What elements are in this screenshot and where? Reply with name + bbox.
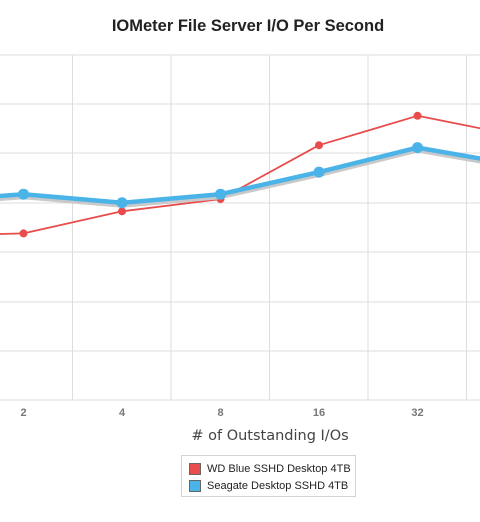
legend-label-seagate: Seagate Desktop SSHD 4TB [207, 479, 349, 492]
seagate-point [215, 188, 226, 200]
seagate-point [313, 166, 325, 178]
wd-blue-point [118, 207, 126, 216]
legend-item-seagate[interactable]: Seagate Desktop SSHD 4TB [189, 477, 355, 494]
wd-blue-point [413, 111, 422, 120]
x-tick-label: 16 [313, 407, 325, 419]
x-tick-label: 32 [411, 407, 423, 419]
x-tick-label: 4 [119, 407, 126, 419]
legend-swatch-seagate [189, 479, 201, 492]
wd-blue-point [19, 229, 28, 238]
x-tick-label: 8 [217, 407, 223, 419]
x-tick-label: 2 [20, 407, 26, 419]
chart-title: IOMeter File Server I/O Per Second [111, 17, 385, 35]
legend: WD Blue SSHD Desktop 4TB Seagate Desktop… [181, 455, 356, 497]
seagate-point [116, 197, 128, 209]
seagate-point [18, 188, 29, 200]
legend-item-wd-blue[interactable]: WD Blue SSHD Desktop 4TB [189, 460, 355, 477]
grid-lines [0, 54, 480, 401]
wd-blue-point [315, 141, 323, 150]
series-lines [0, 111, 480, 238]
legend-label-wd-blue: WD Blue SSHD Desktop 4TB [207, 462, 351, 475]
x-axis-title: # of Outstanding I/Os [191, 428, 349, 444]
series-seagate [0, 142, 480, 209]
seagate-point [412, 142, 423, 154]
legend-swatch-wd-blue [189, 462, 201, 475]
x-tick-labels: 2 4 8 16 32 [20, 407, 423, 419]
